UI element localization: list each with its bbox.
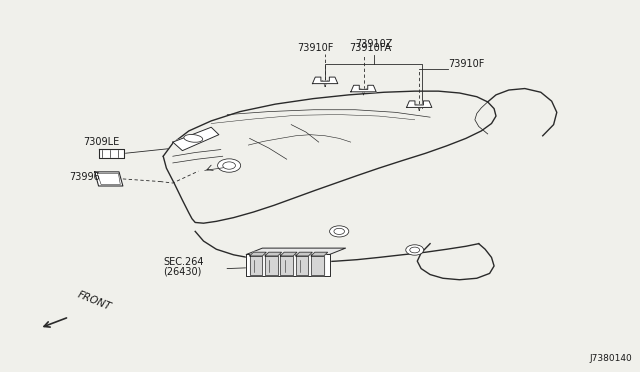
Polygon shape [280, 256, 293, 275]
Polygon shape [351, 85, 376, 92]
Polygon shape [265, 252, 282, 256]
Text: 73910F: 73910F [448, 59, 484, 69]
Polygon shape [311, 252, 328, 256]
Text: 73910Z: 73910Z [355, 39, 392, 49]
Text: 73910F: 73910F [297, 43, 333, 53]
Text: SEC.264: SEC.264 [163, 257, 204, 267]
Polygon shape [312, 77, 338, 84]
Circle shape [330, 226, 349, 237]
Polygon shape [173, 127, 219, 151]
Circle shape [334, 228, 344, 234]
Text: 7309LE: 7309LE [83, 137, 120, 147]
Text: 73996: 73996 [69, 172, 100, 182]
Circle shape [410, 247, 420, 253]
Text: FRONT: FRONT [76, 289, 112, 312]
Polygon shape [280, 252, 297, 256]
Text: J7380140: J7380140 [589, 354, 632, 363]
Polygon shape [99, 149, 124, 158]
Circle shape [223, 162, 236, 169]
Circle shape [406, 245, 424, 255]
Text: 73910FA: 73910FA [349, 43, 391, 53]
Polygon shape [311, 256, 324, 275]
Polygon shape [296, 256, 308, 275]
Polygon shape [296, 252, 312, 256]
Polygon shape [246, 248, 346, 254]
Text: (26430): (26430) [163, 266, 202, 276]
Ellipse shape [184, 135, 203, 142]
Polygon shape [406, 101, 432, 108]
Polygon shape [250, 252, 266, 256]
Polygon shape [246, 254, 330, 276]
Circle shape [218, 159, 241, 172]
Polygon shape [95, 172, 123, 186]
Polygon shape [250, 256, 262, 275]
Polygon shape [265, 256, 278, 275]
